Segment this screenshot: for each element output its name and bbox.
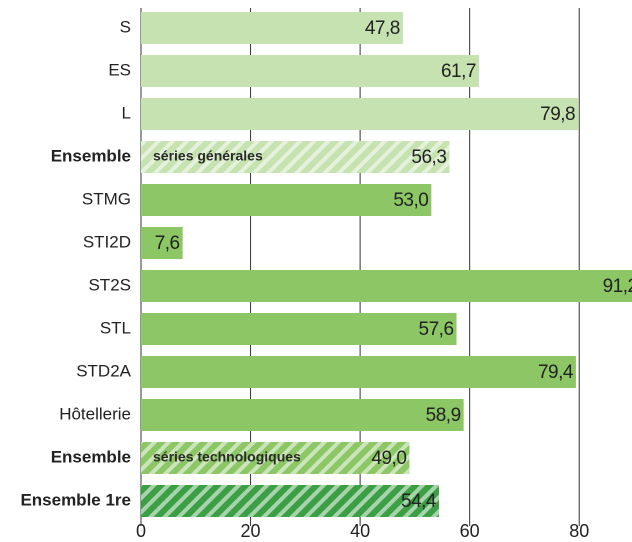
value-label: 49,0 xyxy=(371,448,406,469)
bar xyxy=(141,184,432,216)
bar-hatch xyxy=(141,485,439,517)
bar-note: séries technologiques xyxy=(153,449,301,465)
value-label: 91,2 xyxy=(603,276,632,297)
bar-note: séries générales xyxy=(153,148,263,164)
y-tick-label: Ensemble xyxy=(51,447,131,466)
bar-hatch xyxy=(141,442,410,474)
y-tick-label: STI2D xyxy=(83,232,131,251)
x-tick-label: 60 xyxy=(460,521,480,541)
bar xyxy=(141,270,632,302)
y-tick-label: STMG xyxy=(82,189,131,208)
bar xyxy=(141,356,576,388)
x-tick-label: 0 xyxy=(136,521,146,541)
value-label: 61,7 xyxy=(441,61,476,82)
value-label: 79,8 xyxy=(540,104,575,125)
y-tick-label: L xyxy=(122,103,131,122)
value-label: 47,8 xyxy=(365,18,400,39)
y-tick-label: Ensemble xyxy=(51,146,131,165)
value-label: 56,3 xyxy=(411,147,446,168)
bar xyxy=(141,313,457,345)
y-tick-label: ES xyxy=(108,60,131,79)
bar xyxy=(141,227,183,259)
bar xyxy=(141,12,403,44)
value-label: 57,6 xyxy=(419,319,454,340)
y-tick-label: STL xyxy=(100,318,131,337)
bar xyxy=(141,399,464,431)
value-label: 79,4 xyxy=(538,362,574,383)
y-tick-label: Hôtellerie xyxy=(59,404,131,423)
y-tick-label: Ensemble 1re xyxy=(20,490,131,509)
value-label: 53,0 xyxy=(393,190,428,211)
x-tick-label: 20 xyxy=(241,521,261,541)
y-tick-label: ST2S xyxy=(88,275,131,294)
bar-hatch xyxy=(141,141,450,173)
bar xyxy=(141,55,479,87)
x-tick-label: 40 xyxy=(350,521,370,541)
bar xyxy=(141,98,579,130)
value-label: 58,9 xyxy=(426,405,461,426)
value-label: 7,6 xyxy=(155,233,180,254)
y-tick-label: STD2A xyxy=(76,361,131,380)
x-tick-label: 80 xyxy=(569,521,589,541)
y-tick-label: S xyxy=(120,17,131,36)
value-label: 54,4 xyxy=(401,491,437,512)
